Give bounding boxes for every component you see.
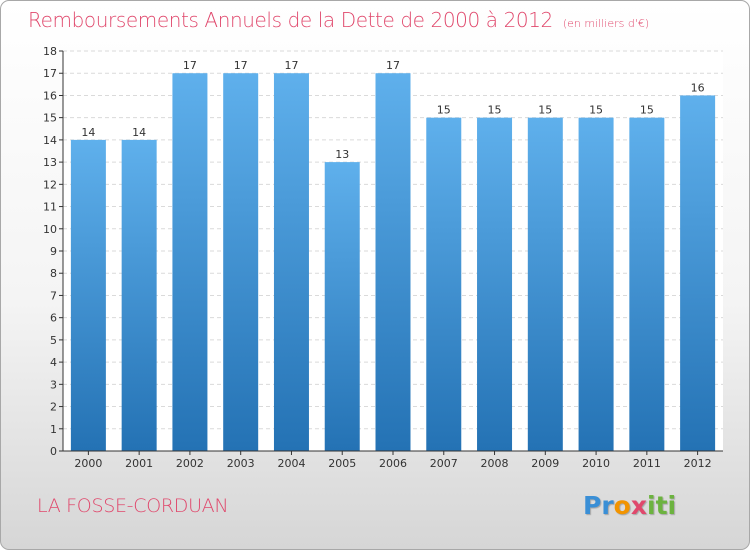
chart-unit: (en milliers d'€) <box>562 17 650 30</box>
logo-letter: i <box>647 491 656 520</box>
data-label-2010: 15 <box>589 104 603 117</box>
proxiti-logo: Proxiti <box>583 491 676 520</box>
data-label-2004: 17 <box>284 59 298 72</box>
y-tick-label: 1 <box>50 423 57 436</box>
data-label-2003: 17 <box>234 59 248 72</box>
x-tick-label: 2011 <box>633 457 661 470</box>
y-tick-label: 3 <box>50 378 57 391</box>
logo-letter: i <box>667 491 677 520</box>
bar-2012 <box>680 95 716 451</box>
data-label-2001: 14 <box>132 126 146 139</box>
y-tick-label: 15 <box>43 112 57 125</box>
logo-letter: o <box>613 491 631 520</box>
y-tick-label: 16 <box>43 89 57 102</box>
x-tick-label: 2005 <box>328 457 356 470</box>
logo-letter: P <box>583 491 602 520</box>
bar-2009 <box>527 117 563 452</box>
logo-letter: r <box>601 491 614 520</box>
data-label-2002: 17 <box>183 59 197 72</box>
y-tick-label: 14 <box>43 134 57 147</box>
x-tick-label: 2000 <box>74 457 102 470</box>
y-tick-label: 18 <box>43 45 57 58</box>
bar-2010 <box>578 117 614 452</box>
bar-2011 <box>629 117 665 452</box>
y-tick-label: 6 <box>50 312 57 325</box>
data-label-2005: 13 <box>335 148 349 161</box>
x-tick-label: 2002 <box>176 457 204 470</box>
bar-2005 <box>324 162 360 451</box>
y-tick-label: 8 <box>50 267 57 280</box>
y-tick-label: 13 <box>43 156 57 169</box>
data-label-2000: 14 <box>81 126 95 139</box>
bar-2000 <box>70 139 106 451</box>
bar-2008 <box>477 117 513 452</box>
y-tick-label: 10 <box>43 223 57 236</box>
x-tick-label: 2009 <box>531 457 559 470</box>
y-tick-label: 0 <box>50 445 57 458</box>
data-label-2012: 16 <box>691 81 705 94</box>
bar-2001 <box>121 139 157 451</box>
x-tick-label: 2006 <box>379 457 407 470</box>
data-label-2009: 15 <box>538 104 552 117</box>
logo-letter: t <box>655 491 668 520</box>
chart-title: Remboursements Annuels de la Dette de 20… <box>28 8 650 32</box>
bar-2003 <box>223 73 259 451</box>
data-label-2008: 15 <box>488 104 502 117</box>
y-tick-label: 17 <box>43 67 57 80</box>
bar-2004 <box>273 73 309 451</box>
y-tick-label: 7 <box>50 289 57 302</box>
place-name: LA FOSSE-CORDUAN <box>37 495 229 517</box>
x-tick-label: 2004 <box>277 457 305 470</box>
data-label-2006: 17 <box>386 59 400 72</box>
y-tick-label: 4 <box>50 356 57 369</box>
data-label-2007: 15 <box>437 104 451 117</box>
x-tick-label: 2007 <box>430 457 458 470</box>
x-tick-label: 2010 <box>582 457 610 470</box>
y-tick-label: 12 <box>43 178 57 191</box>
bar-2006 <box>375 73 411 451</box>
x-tick-label: 2012 <box>684 457 712 470</box>
bar-2002 <box>172 73 208 451</box>
x-tick-label: 2001 <box>125 457 153 470</box>
y-tick-label: 9 <box>50 245 57 258</box>
bar-2007 <box>426 117 462 452</box>
x-tick-label: 2008 <box>481 457 509 470</box>
x-tick-label: 2003 <box>227 457 255 470</box>
y-tick-label: 11 <box>43 201 57 214</box>
y-tick-label: 2 <box>50 401 57 414</box>
y-tick-label: 5 <box>50 334 57 347</box>
logo-letter: x <box>630 491 647 520</box>
data-label-2011: 15 <box>640 104 654 117</box>
